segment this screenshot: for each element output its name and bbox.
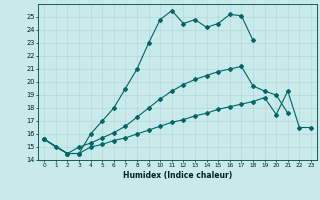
X-axis label: Humidex (Indice chaleur): Humidex (Indice chaleur)	[123, 171, 232, 180]
